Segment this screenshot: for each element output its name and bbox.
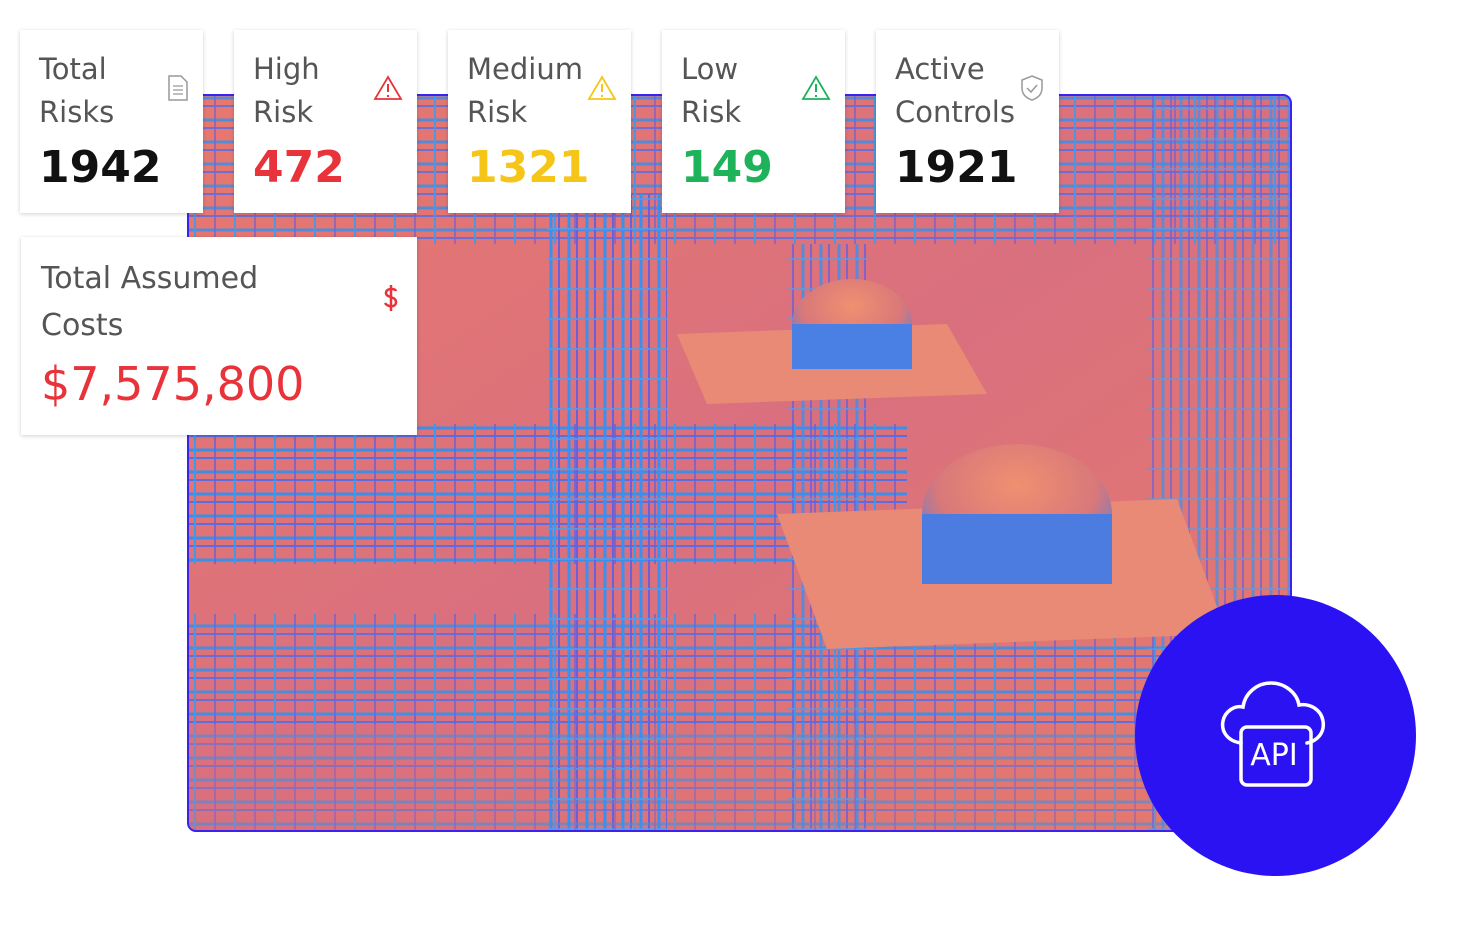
stat-card: Total Risks 1942 — [20, 30, 203, 213]
shield-icon — [1021, 75, 1043, 101]
card-label: High Risk — [253, 52, 320, 129]
card-label: Low Risk — [681, 52, 742, 129]
warning-icon — [373, 75, 403, 100]
stat-card: Active Controls 1921 — [876, 30, 1059, 213]
plant-photo — [187, 94, 1292, 832]
stat-card: High Risk 472 — [234, 30, 417, 213]
stat-card: Low Risk 149 — [662, 30, 845, 213]
cost-card: Total Assumed Costs $7,575,800 — [21, 237, 417, 435]
card-value: 1321 — [467, 142, 590, 193]
card-label: Medium Risk — [467, 52, 583, 129]
card-label: Total Assumed Costs — [41, 261, 259, 343]
dollar-icon — [383, 285, 398, 311]
stat-card: Medium Risk 1321 — [448, 30, 631, 213]
warning-icon — [587, 75, 617, 100]
api-badge: API — [1135, 595, 1416, 876]
card-value: $7,575,800 — [41, 357, 305, 411]
card-value: 472 — [253, 142, 345, 193]
card-label: Active Controls — [895, 52, 1015, 129]
warning-icon — [801, 75, 831, 100]
card-label: Total Risks — [39, 52, 115, 129]
document-icon — [168, 75, 188, 101]
cloud-icon — [1220, 681, 1326, 787]
api-label: API — [1250, 738, 1298, 773]
card-value: 1921 — [895, 142, 1018, 193]
card-value: 1942 — [39, 142, 162, 193]
card-value: 149 — [681, 142, 773, 193]
